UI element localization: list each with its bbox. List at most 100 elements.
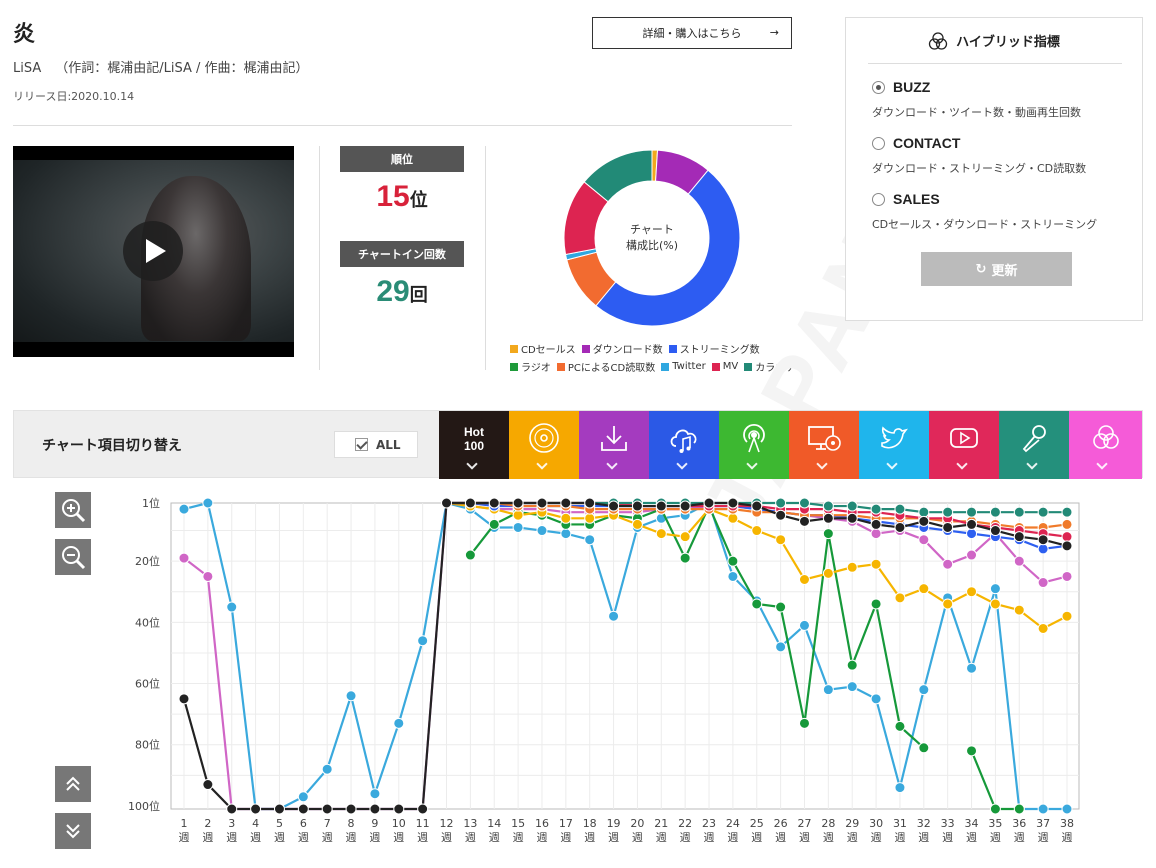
data-point bbox=[464, 497, 476, 509]
play-icon[interactable] bbox=[123, 221, 183, 281]
x-tick-unit: 週 bbox=[680, 831, 691, 844]
data-point bbox=[1061, 540, 1073, 552]
data-point bbox=[1013, 506, 1025, 518]
x-tick-unit: 週 bbox=[871, 831, 882, 844]
x-tick-unit: 週 bbox=[513, 831, 524, 844]
x-tick-unit: 週 bbox=[1062, 831, 1073, 844]
x-tick-label: 38 bbox=[1060, 817, 1074, 830]
tab-pc-cd-read[interactable] bbox=[789, 411, 859, 479]
artist-name[interactable]: LiSA bbox=[13, 61, 42, 76]
legend-item: PCによるCD読取数 bbox=[556, 359, 655, 374]
rank-value: 15位 bbox=[340, 180, 464, 214]
data-point bbox=[775, 534, 787, 546]
data-point bbox=[679, 500, 691, 512]
tab-streaming[interactable] bbox=[649, 411, 719, 479]
x-tick-label: 23 bbox=[702, 817, 716, 830]
x-tick-label: 25 bbox=[750, 817, 764, 830]
data-point bbox=[798, 619, 810, 631]
tab-download[interactable] bbox=[579, 411, 649, 479]
tab-hybrid[interactable] bbox=[1069, 411, 1142, 479]
data-point bbox=[989, 525, 1001, 537]
song-credits: LiSA （作詞：梶浦由記/LiSA / 作曲：梶浦由記） bbox=[13, 57, 309, 76]
radio-buzz[interactable]: BUZZ bbox=[872, 79, 930, 95]
legend-item: MV bbox=[711, 359, 739, 374]
data-point bbox=[250, 803, 262, 815]
data-point bbox=[775, 497, 787, 509]
zoom-out-button[interactable] bbox=[55, 539, 91, 575]
double-chevron-down-icon bbox=[66, 824, 80, 839]
radio-contact[interactable]: CONTACT bbox=[872, 135, 960, 151]
video-player[interactable] bbox=[13, 146, 294, 357]
x-tick-label: 11 bbox=[416, 817, 430, 830]
legend-label: MV bbox=[722, 361, 739, 372]
data-point bbox=[584, 534, 596, 546]
data-point bbox=[989, 506, 1001, 518]
data-point bbox=[822, 684, 834, 696]
scroll-bottom-button[interactable] bbox=[55, 813, 91, 849]
x-tick-label: 36 bbox=[1012, 817, 1026, 830]
x-tick-label: 5 bbox=[276, 817, 283, 830]
data-point bbox=[822, 512, 834, 524]
x-tick-unit: 週 bbox=[584, 831, 595, 844]
x-tick-unit: 週 bbox=[322, 831, 333, 844]
all-checkbox[interactable]: ALL bbox=[334, 431, 418, 458]
x-tick-unit: 週 bbox=[918, 831, 929, 844]
checkbox-icon[interactable] bbox=[355, 438, 368, 451]
data-point bbox=[894, 592, 906, 604]
tab-hot100[interactable]: Hot 100 bbox=[439, 411, 509, 479]
data-point bbox=[918, 684, 930, 696]
data-point bbox=[798, 515, 810, 527]
donut-center-line1: チャート bbox=[630, 223, 674, 236]
series-CDセールス bbox=[441, 497, 1073, 634]
data-point bbox=[822, 528, 834, 540]
radio-button[interactable] bbox=[872, 136, 885, 150]
data-point bbox=[989, 598, 1001, 610]
x-tick-label: 10 bbox=[392, 817, 406, 830]
tab-karaoke[interactable] bbox=[999, 411, 1069, 479]
x-tick-label: 6 bbox=[300, 817, 307, 830]
x-tick-label: 27 bbox=[797, 817, 811, 830]
tab-hot100-line1: Hot bbox=[464, 425, 484, 439]
legend-swatch bbox=[510, 362, 518, 371]
data-point bbox=[512, 509, 524, 521]
tab-mv[interactable] bbox=[929, 411, 999, 479]
radio-button[interactable] bbox=[872, 80, 885, 94]
x-tick-unit: 週 bbox=[560, 831, 571, 844]
x-tick-unit: 週 bbox=[298, 831, 309, 844]
x-tick-unit: 週 bbox=[847, 831, 858, 844]
radio-desc: ダウンロード・ストリーミング・CD読取数 bbox=[872, 162, 1087, 175]
data-point bbox=[488, 518, 500, 530]
x-tick-label: 31 bbox=[893, 817, 907, 830]
data-point bbox=[226, 601, 238, 613]
x-tick-label: 17 bbox=[559, 817, 573, 830]
tab-hot100-line2: 100 bbox=[463, 439, 485, 453]
scroll-top-button[interactable] bbox=[55, 766, 91, 802]
data-point bbox=[321, 763, 333, 775]
data-point bbox=[655, 500, 667, 512]
rank-number: 15 bbox=[376, 180, 410, 213]
radio-sales[interactable]: SALES bbox=[872, 191, 940, 207]
radio-label: CONTACT bbox=[893, 135, 961, 151]
radio-button[interactable] bbox=[872, 192, 885, 206]
x-tick-label: 9 bbox=[371, 817, 378, 830]
data-point bbox=[751, 525, 763, 537]
x-tick-unit: 週 bbox=[799, 831, 810, 844]
zoom-in-button[interactable] bbox=[55, 492, 91, 528]
tab-twitter[interactable] bbox=[859, 411, 929, 479]
data-point bbox=[202, 570, 214, 582]
data-point bbox=[942, 521, 954, 533]
detail-purchase-button[interactable]: 詳細・購入はこちら → bbox=[592, 17, 792, 49]
divider bbox=[868, 63, 1122, 64]
x-tick-label: 28 bbox=[821, 817, 835, 830]
refresh-button[interactable]: ↻ 更新 bbox=[921, 252, 1072, 286]
download-icon bbox=[601, 426, 627, 451]
legend-item: Twitter bbox=[661, 359, 706, 374]
data-point bbox=[918, 742, 930, 754]
tab-radio[interactable] bbox=[719, 411, 789, 479]
zoom-out-icon bbox=[62, 546, 86, 570]
legend-item: CDセールス bbox=[510, 341, 576, 356]
hybrid-icon bbox=[1092, 425, 1119, 449]
x-tick-unit: 週 bbox=[1038, 831, 1049, 844]
x-tick-unit: 週 bbox=[465, 831, 476, 844]
tab-cd-sales[interactable] bbox=[509, 411, 579, 479]
